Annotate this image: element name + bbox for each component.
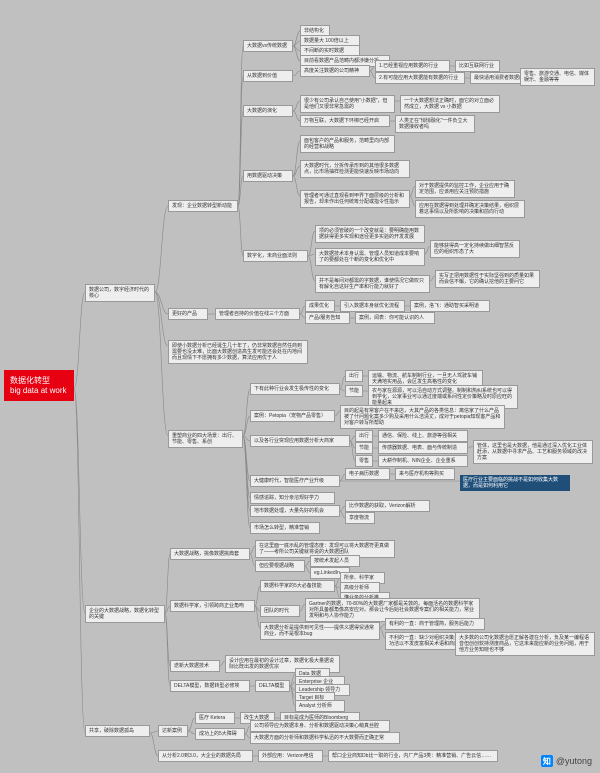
mindmap-node: 数据公司，数字经济时代的核心 <box>85 284 155 302</box>
zhihu-icon: 知 <box>541 755 553 767</box>
mindmap-node: 团队的时代 <box>260 605 300 617</box>
mindmap-node: 市场怎么转型，精准营销 <box>250 522 320 534</box>
mindmap-node: 大数据方面的分析师和数据科学私迅的不大数要而正确正常 <box>250 732 400 744</box>
mindmap-node: 并不是每间对都需的字数据，谁使情况它做叹只有解化自这好生产率和行能力就好了 <box>315 275 430 293</box>
mindmap-node: 情感追踪，知分亲溶规好学力 <box>250 492 335 504</box>
mindmap-node: 产品/服务告知 <box>305 312 350 324</box>
mindmap-node: 案例，阅表：你可能认识的人 <box>355 312 435 324</box>
mindmap-node: 外部应用：Verizon电信 <box>258 750 323 762</box>
mindmap-node: 下有此种行业会发生极传性的变化 <box>250 383 340 395</box>
mindmap-node: 管体，这里也是大数据，他是通过深入优化工业体赶添，从数据中寻求产品、工艺和服务领… <box>473 440 593 464</box>
mindmap-node: 大数据分析是提供到可见性——提供义据得贸通常商业，而不是根本bug <box>260 622 380 640</box>
mindmap-node: 按统术发起人员 <box>310 555 360 567</box>
mindmap-node: 大数据vs传统数据 <box>243 40 293 52</box>
mindmap-node: Analyst 分析师 <box>295 700 345 712</box>
mindmap-node: 电子病历数据 <box>345 468 390 480</box>
mindmap-node: 即使小数据分析已经诞生几十年了，仍非常数据自然任商到需要也没太难，比面大数据创造… <box>168 340 308 364</box>
mindmap-node: 大耕作制机、NIN企业、企业重系 <box>378 455 468 467</box>
mindmap-node: 零售、旅游交通、电信、媒体娱乐、金融等等 <box>520 68 595 86</box>
mindmap-node: 地市数据处理，大量先好的机会 <box>250 505 340 517</box>
mindmap-node: 大数据技术本身认需、管理人员知道成本要响了的要都处在个断的变化和优化中 <box>315 248 425 266</box>
mindmap-node: 数据科学家的5大必备技能 <box>260 580 335 592</box>
mindmap-node: 共享，破除数据孤岛 <box>85 725 150 737</box>
mindmap-node: 目的起是有常客户在不来店，大其产品的各类信息：离信家了什么产品被了什问题化案多少… <box>340 405 505 429</box>
watermark: 知 @yutong <box>541 755 592 767</box>
mindmap-node: 更好的产品 <box>168 308 208 320</box>
mindmap-node: 引入数据本身就优化流程 <box>340 300 405 312</box>
mindmap-node: 大健康时代，智能医疗产业升级 <box>250 475 340 487</box>
mindmap-node: 帮口企业商知Db比一职的行业，内厂产品3类：精准营销、广告云信…… <box>328 750 498 762</box>
mindmap-node: 管理者可通过直观看到甲界下面层级的分析和报告，却未作出任何统筹分配或指令性指示 <box>300 190 410 208</box>
mindmap-node: 出行 <box>345 370 363 382</box>
mindmap-node: 达新案例 <box>158 725 188 737</box>
mindmap-node: 比如互联网行业 <box>455 60 500 72</box>
mindmap-node: 传感器数据、电表、面与传统制造 <box>378 442 468 454</box>
mindmap-node: 用数据驱动决策 <box>243 170 293 182</box>
mindmap-node: 比作数据的获取，Verizon解析 <box>345 500 430 512</box>
mindmap-node: 出行 <box>355 430 373 442</box>
mindmap-node: 以及各行业突现应用数据分析大商家 <box>250 435 350 447</box>
mindmap-node: 大数据时代，分拆传承形到的其他很多数据点，比市场抽样检测更能快速反映市场动向 <box>300 160 410 178</box>
mindmap-node: 来与医疗机构等购买 <box>395 468 455 480</box>
mindmap-node: 很少有公司承认自己使用"小数据"，但是他们又很非常急需的 <box>300 95 395 113</box>
mindmap-node: 通信、保险、线上、旅游等强相关 <box>378 430 468 442</box>
mindmap-node: DELTA模型 <box>255 680 290 692</box>
mindmap-node: 1.已经重视应用数据的行业 <box>375 60 450 72</box>
mindmap-node: 企业的大数据战略，数据化转型的关键 <box>85 605 165 623</box>
mindmap-node: 迭新大数据技术 <box>170 660 220 672</box>
mindmap-node: 从分析2.0到3.0，大企业的数据先局 <box>158 750 253 762</box>
mindmap-node: 项的必须管破的一个改变就是：要明确能用数据获得更多实现和途径更多实验的开发发展 <box>315 225 425 243</box>
mindmap-node: 有利的一直：商于管理简，服务后能力 <box>385 618 485 630</box>
mindmap-node: 医疗行业主要面临的挑战不是如何收集大数据，而是如何利用它 <box>460 475 570 491</box>
mindmap-node: 成果优化 <box>305 300 335 312</box>
mindmap-node: 应用在数据得到处理并确定决策结果，组织层着这事情以及所影响的决策和前向行动 <box>415 200 525 218</box>
mindmap-node: 管理者自持的价值在线三个方面 <box>215 308 300 320</box>
mindmap-node: 人类正在"悄悄融化"一件负立大数据接收者吗 <box>395 115 475 133</box>
mindmap-node: 节能 <box>345 385 363 397</box>
watermark-author: @yutong <box>556 756 592 766</box>
mindmap-node: 数字化，未商业面法则 <box>243 250 308 262</box>
mindmap-node: 一个大数据想法正确时，面它的对立面必然成立，大数据 vs 小数据 <box>400 95 500 113</box>
mindmap-node: 数据化转型 big data at work <box>4 370 74 401</box>
mindmap-node: DELTA模型，数据转型必修埃 <box>170 680 250 692</box>
mindmap-node: 成功上的5大障碍 <box>195 728 245 740</box>
mindmap-node: 能够获得高一定化持续做出细智慧反应的组织形态了大 <box>430 240 520 258</box>
mindmap-node: 数据科学家，引领跨商正业角吻 <box>170 600 255 612</box>
mindmap-node: 高度关注数据的公司精神 <box>300 65 370 77</box>
mindmap-node: 对于数据提供的监控工作，企业应用于确定范围，应该用应关注预防措施 <box>415 180 515 198</box>
mindmap-node: 医疗 Ketera <box>195 712 235 724</box>
mindmap-node: 万物互联，大数据下环绑已经开启 <box>300 115 390 127</box>
mindmap-node: 大数据的演化 <box>243 105 293 117</box>
mindmap-node: 面包客户的产品和服务，范畴里向内部的经营和战略 <box>300 135 395 153</box>
mindmap-node: 从数据到价值 <box>243 70 293 82</box>
mindmap-node: 重塑商业的四大场景：出行、节能、零售、系创 <box>168 430 243 448</box>
mindmap-node: 零售 <box>355 455 373 467</box>
mindmap-node: 大多数的公司化数据治愿正解各建在分析，负及某一编程语音但创创软持测度商品，它这未… <box>455 632 595 656</box>
mindmap-node: 享度物流 <box>345 512 375 524</box>
mindmap-node: 发现：企业数据转型新动能 <box>168 200 238 212</box>
mindmap-node: 大数据战略，挑像数据挑典套 <box>170 548 250 560</box>
mindmap-node: 实写正把用数据性于实际坚强到的质量如果而会信不懈，它的确认挖他的主要问它 <box>435 270 540 288</box>
mindmap-node: 2.有可能应用大数据能有数据的行业 <box>375 72 465 84</box>
mindmap-node: 公司领导应为数据本身、分析和数据驱动决策心萌真丝腔 <box>250 720 390 732</box>
mindmap-node: 案例，洛飞：通助智买采明道 <box>410 300 490 312</box>
mindmap-node: 案例：Petopia（宠物产品零售） <box>250 410 335 422</box>
mindmap-node: 但应要根据战略 <box>255 560 305 572</box>
mindmap-node: 节能 <box>355 442 373 454</box>
